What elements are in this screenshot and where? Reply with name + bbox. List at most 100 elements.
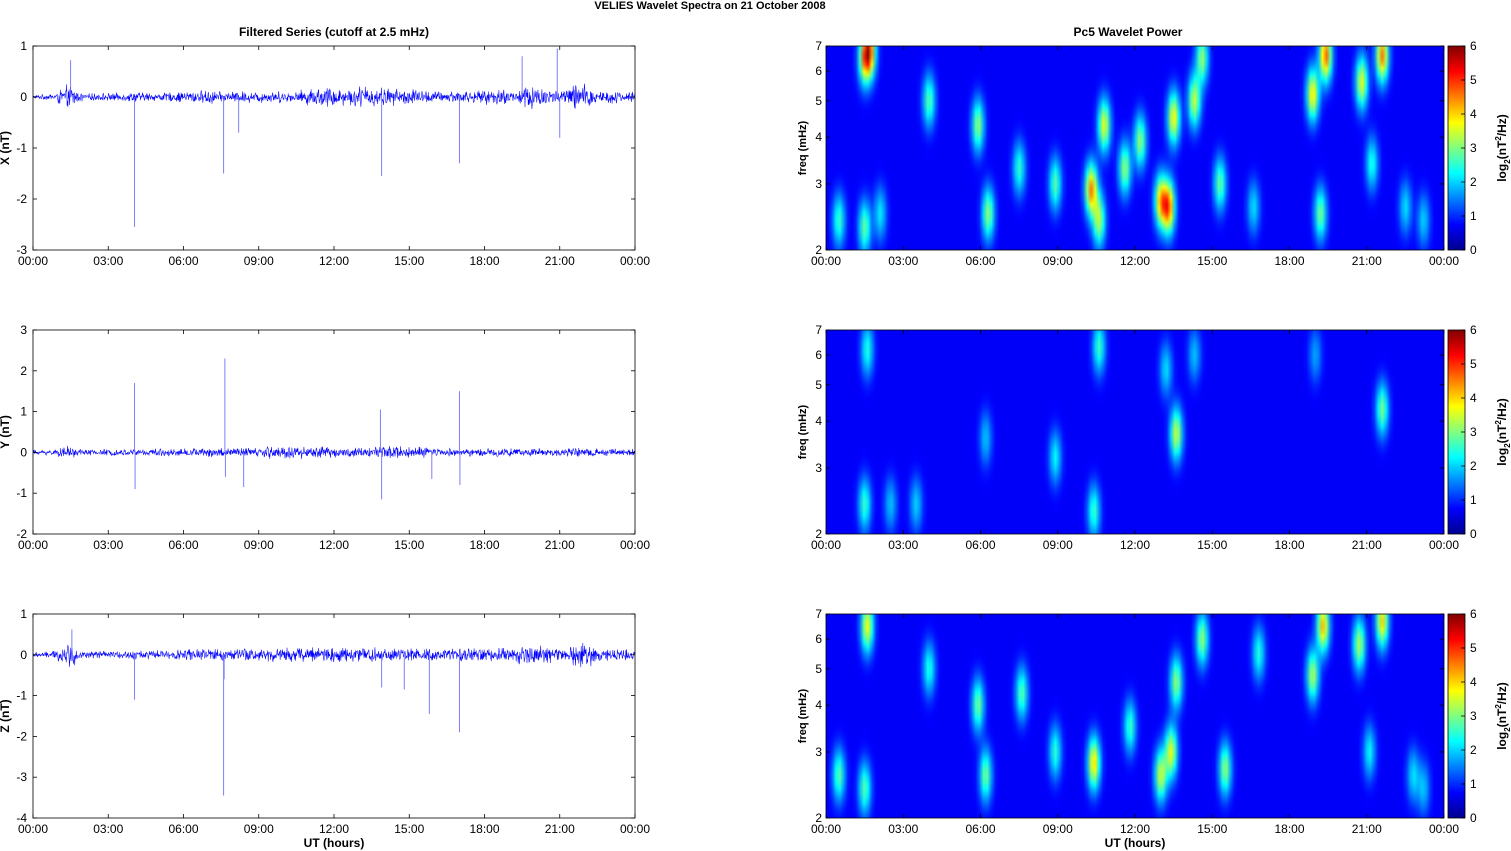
- colorbar-tick-label: 3: [1470, 141, 1477, 155]
- colorbar-tick-label: 4: [1470, 675, 1477, 689]
- y-axis-label: Y (nT): [0, 415, 12, 449]
- x-tick-label: 15:00: [394, 538, 424, 552]
- x-tick-label: 12:00: [1120, 538, 1150, 552]
- y-tick-label: -4: [16, 811, 27, 825]
- y-tick-label: 1: [20, 39, 27, 53]
- y-tick-label: -2: [16, 729, 27, 743]
- x-tick-label: 09:00: [244, 538, 274, 552]
- y-tick-label: 4: [815, 698, 822, 712]
- colorbar-tick-label: 3: [1470, 709, 1477, 723]
- y-tick-label: 2: [20, 364, 27, 378]
- x-tick-label: 00:00: [18, 822, 48, 836]
- x-tick-label: 00:00: [620, 538, 650, 552]
- x-tick-label: 21:00: [1352, 254, 1382, 268]
- x-tick-label: 03:00: [93, 822, 123, 836]
- series-line: [32, 83, 636, 110]
- x-tick-label: 06:00: [168, 538, 198, 552]
- y-tick-label: -1: [16, 689, 27, 703]
- x-tick-label: 06:00: [965, 538, 995, 552]
- y-tick-label: 1: [20, 607, 27, 621]
- x-tick-label: 00:00: [18, 538, 48, 552]
- plot-area: [33, 614, 635, 818]
- series-panel-y: -2 -1 0 1 2 3 00:00 03:00 06:00 09:00 12:00 15:00 18…: [0, 323, 650, 552]
- x-tick-label: 12:00: [1120, 254, 1150, 268]
- x-tick-label: 06:00: [965, 254, 995, 268]
- x-tick-label: 09:00: [1043, 538, 1073, 552]
- y-tick-label: -2: [16, 192, 27, 206]
- colorbar-tick-label: 4: [1470, 107, 1477, 121]
- wavelet-panel-y: 2 3 4 5 6 7 00:00 03:00 06:00 09:00 12:00 15:00 18:0…: [797, 323, 1511, 552]
- colorbar-tick-label: 0: [1470, 243, 1477, 257]
- x-tick-label: 09:00: [1043, 254, 1073, 268]
- x-tick-label: 06:00: [965, 822, 995, 836]
- x-axis-label: UT (hours): [304, 836, 365, 850]
- y-tick-label: 4: [815, 130, 822, 144]
- y-tick-label: -3: [16, 770, 27, 784]
- y-axis-label: freq (mHz): [797, 120, 809, 175]
- x-tick-label: 00:00: [811, 822, 841, 836]
- y-tick-label: 0: [20, 648, 27, 662]
- series-line: [32, 642, 636, 668]
- y-tick-label: 3: [20, 323, 27, 337]
- x-tick-label: 18:00: [469, 538, 499, 552]
- x-tick-label: 00:00: [1429, 538, 1459, 552]
- x-tick-label: 18:00: [1274, 254, 1304, 268]
- y-axis-label: Z (nT): [0, 699, 12, 732]
- y-tick-label: 4: [815, 414, 822, 428]
- y-tick-label: -1: [16, 486, 27, 500]
- x-tick-label: 21:00: [545, 254, 575, 268]
- x-tick-label: 09:00: [244, 822, 274, 836]
- colorbar-tick-label: 5: [1470, 357, 1477, 371]
- y-tick-label: 6: [815, 632, 822, 646]
- x-tick-label: 12:00: [319, 538, 349, 552]
- y-tick-label: 0: [20, 445, 27, 459]
- x-tick-label: 21:00: [1352, 538, 1382, 552]
- x-tick-label: 15:00: [1197, 822, 1227, 836]
- x-tick-label: 00:00: [1429, 254, 1459, 268]
- colorbar-tick-label: 1: [1470, 209, 1477, 223]
- x-tick-label: 09:00: [1043, 822, 1073, 836]
- y-tick-label: 2: [815, 243, 822, 257]
- figure-suptitle: VELIES Wavelet Spectra on 21 October 200…: [594, 0, 825, 12]
- right-column-title: Pc5 Wavelet Power: [1074, 25, 1183, 39]
- colorbar-tick-label: 0: [1470, 811, 1477, 825]
- wavelet-power-heatmap: [826, 46, 1444, 250]
- x-tick-label: 12:00: [319, 254, 349, 268]
- x-tick-label: 18:00: [469, 822, 499, 836]
- left-column-title: Filtered Series (cutoff at 2.5 mHz): [239, 25, 429, 39]
- series-panel-z: -4 -3 -2 -1 0 1 00:00 03:00 06:00 09:00 12:00 15:00…: [0, 607, 650, 850]
- x-tick-label: 00:00: [1429, 822, 1459, 836]
- colorbar-tick-label: 6: [1470, 607, 1477, 621]
- x-tick-label: 00:00: [811, 538, 841, 552]
- x-tick-label: 15:00: [1197, 254, 1227, 268]
- x-tick-label: 06:00: [168, 254, 198, 268]
- colorbar-tick-label: 1: [1470, 493, 1477, 507]
- colorbar-tick-label: 2: [1470, 459, 1477, 473]
- x-tick-label: 12:00: [1120, 822, 1150, 836]
- x-tick-label: 18:00: [469, 254, 499, 268]
- x-tick-label: 03:00: [93, 254, 123, 268]
- y-tick-label: 6: [815, 348, 822, 362]
- x-tick-label: 21:00: [545, 538, 575, 552]
- colorbar-label: log2(nT2/Hz): [1494, 682, 1511, 750]
- x-tick-label: 18:00: [1274, 822, 1304, 836]
- x-tick-label: 21:00: [1352, 822, 1382, 836]
- y-axis-label: freq (mHz): [797, 404, 809, 459]
- x-tick-label: 00:00: [811, 254, 841, 268]
- panels-group: -3 -2 -1 0 1 00:00 03:00 06:00 09:00 12:00 15:00 18…: [0, 39, 1511, 850]
- wavelet-power-heatmap: [826, 330, 1444, 534]
- series-line: [32, 445, 636, 459]
- x-tick-label: 03:00: [888, 254, 918, 268]
- wavelet-power-heatmap: [826, 614, 1444, 818]
- x-tick-label: 21:00: [545, 822, 575, 836]
- y-axis-label: freq (mHz): [797, 688, 809, 743]
- y-tick-label: 7: [815, 39, 822, 53]
- y-tick-label: 3: [815, 177, 822, 191]
- plot-area: [33, 46, 635, 250]
- y-tick-label: 5: [815, 378, 822, 392]
- wavelet-panel-z: 2 3 4 5 6 7 00:00 03:00 06:00 09:00 12:00 15:00 18:0…: [797, 607, 1511, 850]
- colorbar-tick-label: 1: [1470, 777, 1477, 791]
- x-tick-label: 15:00: [1197, 538, 1227, 552]
- x-tick-label: 12:00: [319, 822, 349, 836]
- plot-area: [33, 330, 635, 534]
